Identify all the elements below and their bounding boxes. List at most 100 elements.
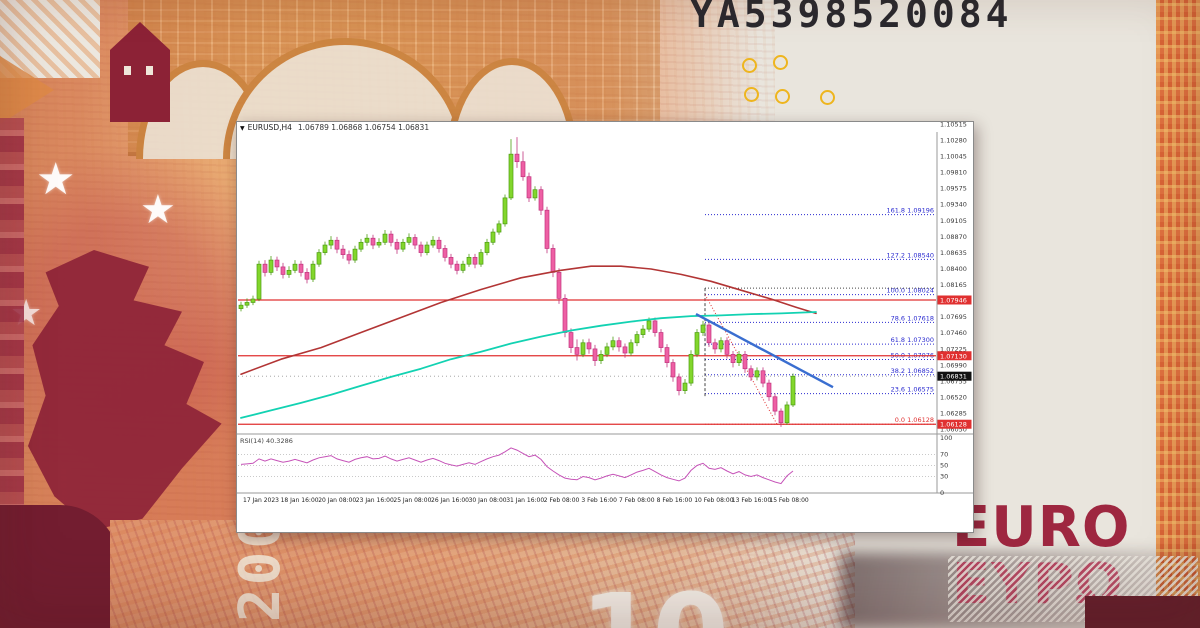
candle-body bbox=[304, 272, 310, 280]
candle-body bbox=[478, 252, 484, 265]
eurion-circle-icon bbox=[820, 90, 835, 105]
candle-body bbox=[466, 256, 472, 265]
time-axis-label: 30 Jan 08:00 bbox=[469, 497, 507, 504]
chart-canvas[interactable]: 161.8 1.09196 127.2 1.08540 100.0 1.08024 7… bbox=[237, 122, 973, 532]
candle-body bbox=[706, 324, 712, 344]
candle-body bbox=[784, 404, 790, 424]
candle-body bbox=[676, 376, 682, 391]
fib-level-label: 100.0 1.08024 bbox=[886, 287, 934, 295]
candle-body bbox=[538, 189, 544, 211]
candle-body bbox=[418, 244, 424, 253]
candle-body bbox=[490, 231, 496, 243]
candle-body bbox=[484, 241, 490, 253]
trend-line bbox=[695, 313, 834, 389]
fib-level-label: 61.8 1.07300 bbox=[891, 336, 934, 344]
candle-body bbox=[508, 153, 514, 199]
price-axis-label: 1.09105 bbox=[940, 217, 967, 225]
time-axis-label: 13 Feb 16:00 bbox=[732, 497, 772, 504]
time-axis-label: 20 Jan 08:00 bbox=[318, 497, 356, 504]
rsi-axis-label: 0 bbox=[940, 489, 944, 497]
fib-level-label: 23.6 1.06575 bbox=[891, 386, 934, 394]
serial-number: YA5398520084 bbox=[690, 0, 1013, 36]
candle-body bbox=[472, 256, 478, 265]
rsi-axis-label: 100 bbox=[940, 434, 952, 442]
price-badge-label: 1.06128 bbox=[940, 421, 967, 429]
candle-body bbox=[694, 332, 700, 355]
candle-body bbox=[730, 354, 736, 363]
eurion-circle-icon bbox=[742, 58, 757, 73]
candle-body bbox=[400, 241, 406, 250]
candle-body bbox=[544, 209, 550, 249]
price-badge-label: 1.07130 bbox=[940, 352, 967, 360]
price-badge-label: 1.06831 bbox=[940, 373, 967, 381]
candle-body bbox=[244, 302, 250, 306]
price-axis-label: 1.08635 bbox=[940, 249, 967, 257]
time-axis-label: 2 Feb 08:00 bbox=[544, 497, 580, 504]
rsi-axis-label: 70 bbox=[940, 451, 948, 459]
candle-body bbox=[718, 340, 724, 350]
candle-body bbox=[658, 332, 664, 348]
candle-body bbox=[388, 233, 394, 243]
time-axis-label: 25 Jan 08:00 bbox=[393, 497, 431, 504]
candle-body bbox=[724, 340, 730, 355]
chart-title: ▼ EURUSD,H4 1.06789 1.06868 1.06754 1.0683… bbox=[240, 123, 429, 132]
candle-body bbox=[550, 248, 556, 273]
candle-body bbox=[700, 324, 706, 333]
price-badge-label: 1.07946 bbox=[940, 296, 967, 304]
banknote-bottom-guilloche bbox=[110, 520, 855, 628]
time-axis-label: 26 Jan 16:00 bbox=[431, 497, 469, 504]
banknote-ten-numeral: 10 bbox=[580, 570, 729, 628]
euro-star-icon: ★ bbox=[36, 154, 76, 205]
candle-body bbox=[382, 233, 388, 243]
candle-body bbox=[340, 248, 346, 255]
fib-level-label: 38.2 1.06852 bbox=[891, 367, 934, 375]
candle-body bbox=[292, 263, 298, 271]
price-badge bbox=[937, 419, 972, 429]
candle-body bbox=[670, 362, 676, 378]
candle-body bbox=[502, 197, 508, 225]
candle-body bbox=[514, 153, 520, 163]
price-axis-label: 1.06755 bbox=[940, 377, 967, 385]
candle-body bbox=[412, 237, 418, 246]
price-axis-label: 1.06050 bbox=[940, 426, 967, 434]
candle-body bbox=[592, 348, 598, 361]
time-axis-label: 10 Feb 08:00 bbox=[694, 497, 734, 504]
candle-body bbox=[238, 304, 244, 309]
candle-body bbox=[316, 252, 322, 265]
candle-body bbox=[748, 368, 754, 378]
candle-body bbox=[616, 340, 622, 348]
candle-body bbox=[430, 239, 436, 246]
candle-body bbox=[250, 298, 256, 303]
candle-body bbox=[520, 161, 526, 178]
candle-body bbox=[562, 298, 568, 333]
candle-body bbox=[526, 176, 532, 199]
price-axis-label: 1.08165 bbox=[940, 281, 967, 289]
bottom-right-dark-block bbox=[1085, 596, 1200, 628]
candle-body bbox=[652, 320, 658, 333]
time-axis-label: 8 Feb 16:00 bbox=[657, 497, 693, 504]
candle-body bbox=[268, 259, 274, 273]
candle-body bbox=[280, 266, 286, 275]
bottom-left-dark-region bbox=[0, 505, 120, 628]
candle-body bbox=[556, 272, 562, 299]
chart-dropdown-icon[interactable]: ▼ bbox=[240, 125, 245, 132]
ma-fast-line bbox=[240, 311, 817, 419]
tower-window bbox=[146, 66, 153, 75]
price-axis-label: 1.06520 bbox=[940, 393, 967, 401]
rsi-axis-label: 50 bbox=[940, 462, 948, 470]
rsi-line bbox=[240, 447, 794, 485]
candle-body bbox=[646, 320, 652, 330]
candle-body bbox=[424, 244, 430, 253]
candle-body bbox=[766, 382, 772, 398]
candle-body bbox=[310, 263, 316, 280]
candle-body bbox=[460, 263, 466, 271]
candle-body bbox=[712, 342, 718, 350]
banknote-corner-wedge bbox=[0, 56, 54, 124]
time-axis-label: 15 Feb 08:00 bbox=[769, 497, 809, 504]
price-axis-label: 1.09340 bbox=[940, 201, 967, 209]
candle-body bbox=[532, 189, 538, 199]
candle-body bbox=[346, 254, 352, 261]
time-axis-label: 7 Feb 08:00 bbox=[619, 497, 655, 504]
eurion-circle-icon bbox=[744, 87, 759, 102]
